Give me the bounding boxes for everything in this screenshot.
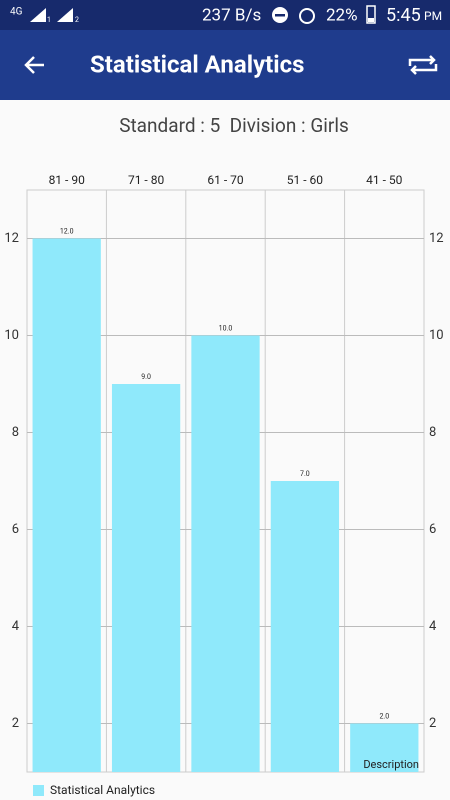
app-bar <box>0 30 450 100</box>
battery-level <box>368 18 374 22</box>
battery-percent: 22% <box>326 5 358 25</box>
y2-tick-label: 2 <box>429 716 436 731</box>
value-label: 9.0 <box>141 373 151 381</box>
x-tick-label: 51 - 60 <box>287 173 324 187</box>
x-tick-label: 41 - 50 <box>366 173 403 187</box>
y-tick-label: 6 <box>12 522 19 537</box>
y2-tick-label: 8 <box>429 425 436 440</box>
y2-tick-label: 10 <box>429 328 444 343</box>
app-title: Statistical Analytics <box>90 50 304 78</box>
x-tick-label: 81 - 90 <box>49 173 86 187</box>
y-tick-label: 8 <box>12 425 19 440</box>
net-speed: 237 B/s <box>202 5 261 25</box>
value-label: 12.0 <box>60 227 74 235</box>
value-label: 10.0 <box>219 324 233 332</box>
subtitle: Standard : 5 Division : Girls <box>119 114 349 137</box>
bar <box>270 481 340 772</box>
clock: 5:45 <box>386 5 421 26</box>
bar <box>32 238 101 772</box>
signal-icon <box>30 8 46 22</box>
y2-tick-label: 12 <box>429 231 444 246</box>
legend-label: Statistical Analytics <box>50 783 155 797</box>
y-tick-label: 4 <box>12 619 20 634</box>
dnd-bar <box>275 14 285 17</box>
bar <box>350 723 419 772</box>
y2-tick-label: 4 <box>429 619 437 634</box>
x-tick-label: 71 - 80 <box>128 173 165 187</box>
y-tick-label: 2 <box>12 716 19 731</box>
y-tick-label: 10 <box>4 328 19 343</box>
sim-label: 2 <box>75 16 79 24</box>
y2-tick-label: 6 <box>429 522 436 537</box>
bar <box>111 384 181 772</box>
clock-period: PM <box>424 9 442 23</box>
x-tick-label: 61 - 70 <box>207 173 244 187</box>
refresh-button[interactable] <box>408 55 438 75</box>
chart-description: Description <box>363 758 419 771</box>
network-type: 4G <box>10 7 23 18</box>
y-tick-label: 12 <box>4 231 19 246</box>
signal-icon <box>57 8 73 22</box>
battery-icon <box>366 5 376 24</box>
value-label: 7.0 <box>300 470 310 478</box>
back-button[interactable] <box>24 56 44 74</box>
chart: 2 2 4 4 6 6 8 8 10 10 12 12 81 - 90 71 - 80 61 - 70 51 … <box>4 173 443 797</box>
sim-label: 1 <box>47 16 51 24</box>
alarm-icon <box>299 8 315 24</box>
bar <box>191 335 260 772</box>
value-label: 2.0 <box>379 712 389 720</box>
legend-swatch <box>33 785 44 796</box>
